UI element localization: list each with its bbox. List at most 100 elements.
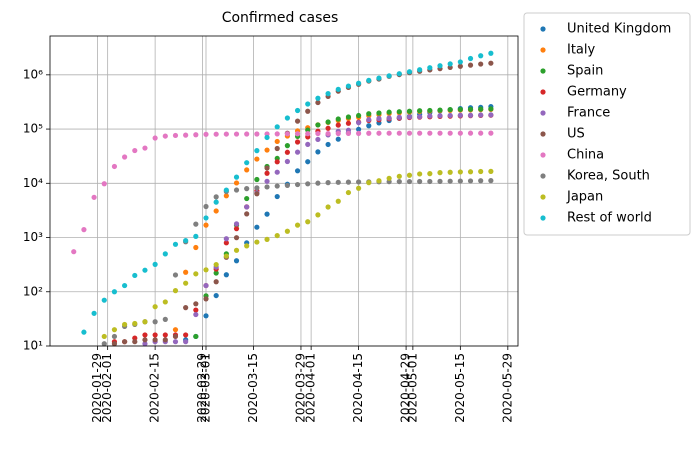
- data-point: [172, 339, 179, 345]
- data-point: [305, 159, 311, 165]
- x-tick-label: 2020-04-01: [304, 353, 318, 423]
- data-point: [305, 131, 311, 137]
- data-point: [152, 304, 158, 310]
- data-point: [315, 99, 321, 106]
- legend-label: Spain: [567, 64, 603, 79]
- data-point: [101, 341, 107, 347]
- data-point: [376, 110, 382, 116]
- data-point: [478, 130, 484, 136]
- data-point: [457, 178, 463, 184]
- data-point: [233, 235, 240, 241]
- grid: [50, 36, 518, 347]
- data-point: [366, 111, 372, 117]
- data-point: [345, 114, 352, 120]
- data-point: [203, 215, 209, 221]
- legend-label: Japan: [566, 190, 603, 205]
- data-point: [172, 241, 179, 247]
- data-point: [427, 178, 433, 185]
- x-tick-label: 2020-02-29: [195, 353, 209, 423]
- data-point: [91, 310, 97, 316]
- data-point: [467, 106, 474, 112]
- data-point: [396, 178, 402, 185]
- data-point: [172, 132, 179, 139]
- data-point: [417, 114, 423, 120]
- data-point: [233, 221, 240, 227]
- data-point: [396, 109, 402, 115]
- data-point: [223, 193, 229, 199]
- data-point: [467, 62, 474, 68]
- data-point: [457, 63, 463, 69]
- y-tick-label: 10⁴: [23, 176, 43, 190]
- data-point: [345, 179, 352, 185]
- data-point: [366, 77, 372, 83]
- data-point: [101, 181, 107, 187]
- plot-frame: [49, 35, 519, 347]
- data-point: [183, 332, 189, 338]
- x-tick-label: 2020-02-01: [100, 353, 114, 423]
- data-point: [203, 282, 209, 289]
- data-point: [213, 292, 219, 299]
- y-tick-label: 10¹: [23, 339, 43, 353]
- data-point: [203, 313, 209, 319]
- y-tick-label: 10⁵: [23, 122, 43, 136]
- data-point: [467, 178, 474, 184]
- data-point: [447, 169, 453, 175]
- data-point: [437, 178, 443, 184]
- data-point: [254, 176, 260, 183]
- data-point: [345, 83, 352, 89]
- data-point: [396, 114, 402, 120]
- data-point: [406, 108, 413, 114]
- data-point: [132, 320, 138, 327]
- data-point: [244, 243, 250, 249]
- data-point: [325, 204, 331, 210]
- data-point: [417, 178, 423, 185]
- data-point: [203, 203, 209, 210]
- data-point: [305, 141, 311, 148]
- data-point: [254, 156, 260, 162]
- x-tick-label: 2020-01-29: [90, 353, 104, 423]
- legend-marker: [540, 215, 546, 221]
- data-point: [193, 333, 199, 340]
- data-point: [111, 327, 118, 333]
- data-point: [111, 333, 118, 340]
- data-point: [162, 299, 168, 305]
- x-tick-label: 2020-03-29: [293, 353, 307, 423]
- y-tick-label: 10⁶: [23, 67, 43, 81]
- data-point: [132, 147, 138, 154]
- data-point: [244, 204, 250, 210]
- x-tick-label: 2020-04-15: [351, 353, 365, 423]
- data-point: [264, 147, 270, 153]
- data-point: [447, 107, 453, 113]
- data-point: [335, 198, 341, 204]
- data-point: [81, 227, 87, 233]
- data-point: [223, 187, 229, 193]
- data-point: [427, 107, 433, 114]
- data-point: [233, 258, 240, 264]
- data-point: [244, 160, 250, 166]
- legend-marker: [540, 110, 546, 116]
- data-point: [233, 131, 240, 137]
- data-point: [152, 337, 158, 343]
- data-point: [111, 163, 118, 170]
- data-point: [152, 135, 158, 141]
- data-point: [437, 63, 443, 69]
- data-point: [417, 171, 423, 177]
- data-point: [315, 136, 321, 143]
- data-point: [305, 219, 311, 225]
- data-point: [264, 184, 270, 190]
- data-point: [315, 130, 321, 137]
- data-point: [335, 116, 341, 122]
- data-point: [447, 112, 453, 119]
- data-point: [172, 272, 179, 278]
- data-point: [294, 107, 301, 114]
- data-point: [244, 167, 250, 173]
- data-point: [315, 149, 321, 155]
- data-point: [274, 138, 280, 145]
- data-point: [366, 130, 372, 136]
- data-point: [325, 91, 331, 97]
- data-point: [193, 132, 199, 138]
- data-point: [274, 193, 280, 200]
- data-point: [122, 282, 128, 289]
- data-point: [325, 119, 331, 125]
